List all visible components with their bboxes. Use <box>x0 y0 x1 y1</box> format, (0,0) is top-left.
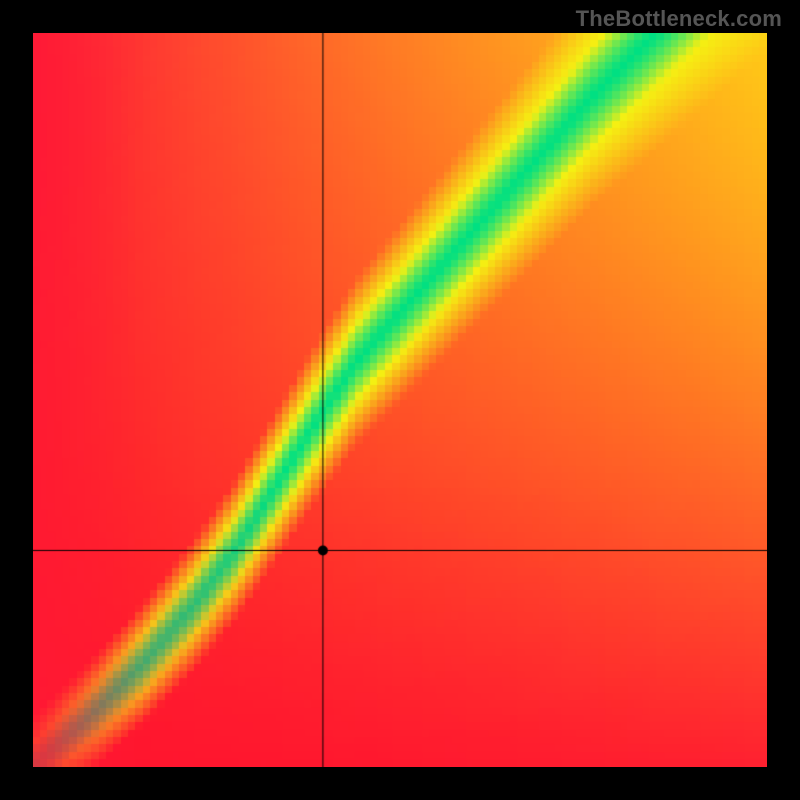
watermark-label: TheBottleneck.com <box>576 6 782 32</box>
bottleneck-heatmap <box>33 33 767 767</box>
chart-container: { "watermark": "TheBottleneck.com", "cha… <box>0 0 800 800</box>
